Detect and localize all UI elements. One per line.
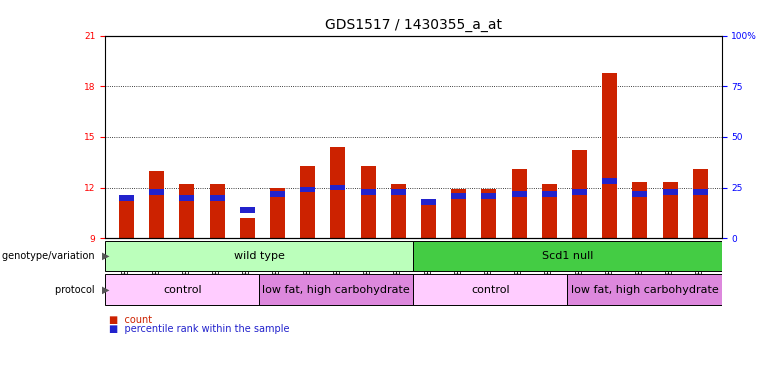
Bar [391, 184, 406, 238]
Bar [512, 169, 526, 238]
Bar [149, 171, 165, 238]
Bar [693, 169, 708, 238]
Bar [179, 195, 194, 201]
Bar [149, 189, 165, 195]
Bar [270, 188, 285, 238]
Bar [210, 184, 225, 238]
Bar [542, 190, 557, 196]
Bar [239, 218, 255, 238]
Text: ■  count: ■ count [109, 315, 152, 324]
Bar [105, 274, 259, 305]
Bar [633, 183, 647, 238]
Bar [119, 195, 134, 201]
Text: low fat, high carbohydrate: low fat, high carbohydrate [263, 285, 410, 295]
Bar [331, 147, 346, 238]
Bar [572, 189, 587, 195]
Bar [179, 184, 194, 238]
Title: GDS1517 / 1430355_a_at: GDS1517 / 1430355_a_at [325, 18, 502, 32]
Bar [481, 193, 496, 198]
Bar [105, 241, 413, 271]
Bar [421, 204, 436, 238]
Bar [413, 241, 722, 271]
Bar [421, 199, 436, 205]
Bar [662, 189, 678, 195]
Text: genotype/variation: genotype/variation [2, 251, 98, 261]
Text: ▶: ▶ [102, 285, 110, 295]
Text: ■  percentile rank within the sample: ■ percentile rank within the sample [109, 324, 289, 334]
Text: control: control [471, 285, 510, 295]
Text: wild type: wild type [234, 251, 285, 261]
Bar [481, 189, 496, 238]
Bar [451, 193, 466, 198]
Bar [693, 189, 708, 195]
Bar [119, 196, 134, 238]
Bar [451, 189, 466, 238]
Text: low fat, high carbohydrate: low fat, high carbohydrate [571, 285, 718, 295]
Bar [602, 178, 617, 184]
Bar [568, 274, 722, 305]
Text: protocol: protocol [55, 285, 98, 295]
Text: Scd1 null: Scd1 null [542, 251, 593, 261]
Bar [270, 190, 285, 196]
Bar [413, 274, 568, 305]
Bar [360, 166, 376, 238]
Bar [572, 150, 587, 238]
Bar [300, 166, 315, 238]
Bar [331, 184, 346, 190]
Text: control: control [163, 285, 202, 295]
Bar [662, 183, 678, 238]
Bar [542, 184, 557, 238]
Bar [602, 73, 617, 238]
Bar [259, 274, 413, 305]
Bar [633, 190, 647, 196]
Bar [239, 207, 255, 213]
Bar [512, 190, 526, 196]
Bar [210, 195, 225, 201]
Text: ▶: ▶ [102, 251, 110, 261]
Bar [391, 189, 406, 195]
Bar [360, 189, 376, 195]
Bar [300, 187, 315, 192]
